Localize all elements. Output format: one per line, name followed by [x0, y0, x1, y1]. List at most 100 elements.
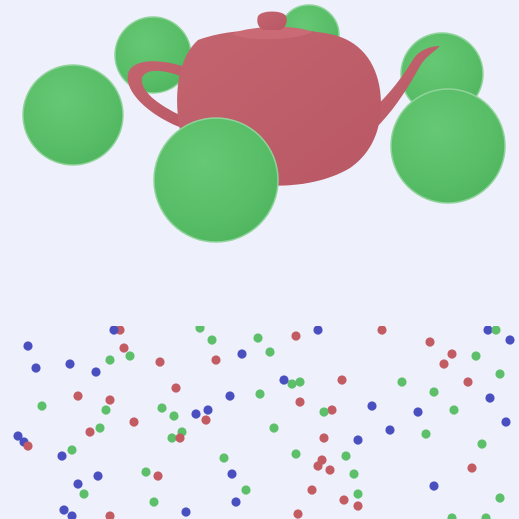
- particle-blue: [237, 349, 247, 359]
- particle-blue: [13, 431, 23, 441]
- particle-red: [325, 465, 335, 475]
- particle-red: [119, 343, 129, 353]
- particle-green: [157, 403, 167, 413]
- particle-blue: [429, 481, 439, 491]
- particle-blue: [505, 335, 515, 345]
- particle-red: [339, 495, 349, 505]
- particle-green: [207, 335, 217, 345]
- particle-red: [447, 349, 457, 359]
- particle-blue: [227, 469, 237, 479]
- particle-red: [211, 355, 221, 365]
- particle-green: [353, 489, 363, 499]
- particle-green: [481, 513, 491, 519]
- particle-red: [467, 463, 477, 473]
- particle-green: [429, 387, 439, 397]
- particle-blue: [23, 341, 33, 351]
- particle-green: [95, 423, 105, 433]
- particle-blue: [385, 425, 395, 435]
- particle-blue: [279, 375, 289, 385]
- particle-green: [255, 389, 265, 399]
- particle-green: [477, 439, 487, 449]
- particle-green: [101, 405, 111, 415]
- particle-red: [155, 357, 165, 367]
- particle-red: [337, 375, 347, 385]
- particle-green: [397, 377, 407, 387]
- particle-red: [295, 397, 305, 407]
- particle-blue: [59, 505, 69, 515]
- particle-green: [149, 497, 159, 507]
- particle-red: [291, 331, 301, 341]
- particle-blue: [225, 391, 235, 401]
- particle-green: [79, 489, 89, 499]
- particle-blue: [203, 405, 213, 415]
- particle-red: [327, 405, 337, 415]
- particle-blue: [181, 507, 191, 517]
- particle-red: [319, 433, 329, 443]
- particle-red: [85, 427, 95, 437]
- particle-blue: [485, 393, 495, 403]
- sphere-right: [390, 88, 506, 204]
- particle-red: [129, 417, 139, 427]
- particle-red: [201, 415, 211, 425]
- particle-green: [319, 407, 329, 417]
- particle-field: [0, 326, 519, 519]
- sphere-front-center: [153, 117, 279, 243]
- particle-blue: [93, 471, 103, 481]
- particle-blue: [191, 409, 201, 419]
- particle-green: [471, 351, 481, 361]
- particle-blue: [73, 479, 83, 489]
- particle-blue: [57, 451, 67, 461]
- particle-green: [169, 411, 179, 421]
- particle-red: [105, 511, 115, 519]
- particle-blue: [231, 497, 241, 507]
- particle-red: [439, 359, 449, 369]
- particle-blue: [91, 367, 101, 377]
- particle-blue: [313, 326, 323, 335]
- particle-red: [307, 485, 317, 495]
- particle-green: [269, 423, 279, 433]
- particle-green: [265, 347, 275, 357]
- particle-red: [463, 377, 473, 387]
- particle-red: [23, 441, 33, 451]
- particle-green: [349, 469, 359, 479]
- particle-green: [291, 449, 301, 459]
- particle-canvas: [13, 326, 515, 519]
- particle-green: [421, 429, 431, 439]
- particle-green: [67, 445, 77, 455]
- particle-red: [175, 433, 185, 443]
- particle-red: [293, 509, 303, 519]
- particle-green: [287, 379, 297, 389]
- particle-red: [171, 383, 181, 393]
- particle-green: [141, 467, 151, 477]
- particle-blue: [65, 359, 75, 369]
- particle-green: [195, 326, 205, 333]
- particle-green: [449, 405, 459, 415]
- particle-blue: [353, 435, 363, 445]
- particle-red: [353, 501, 363, 511]
- particle-blue: [483, 326, 493, 335]
- particle-blue: [413, 407, 423, 417]
- particle-green: [241, 485, 251, 495]
- particle-green: [447, 513, 457, 519]
- particle-blue: [31, 363, 41, 373]
- particle-red: [153, 471, 163, 481]
- particle-red: [313, 461, 323, 471]
- particle-green: [491, 326, 501, 335]
- particle-red: [105, 395, 115, 405]
- particle-green: [495, 493, 505, 503]
- particle-blue: [501, 417, 511, 427]
- particle-green: [253, 333, 263, 343]
- particle-blue: [109, 326, 119, 335]
- particle-green: [295, 377, 305, 387]
- particle-green: [167, 433, 177, 443]
- particle-blue: [367, 401, 377, 411]
- particle-red: [377, 326, 387, 335]
- particle-red: [73, 391, 83, 401]
- sphere-left: [22, 64, 124, 166]
- particle-green: [37, 401, 47, 411]
- particle-green: [495, 369, 505, 379]
- particle-blue: [67, 511, 77, 519]
- particle-red: [425, 337, 435, 347]
- particle-green: [341, 451, 351, 461]
